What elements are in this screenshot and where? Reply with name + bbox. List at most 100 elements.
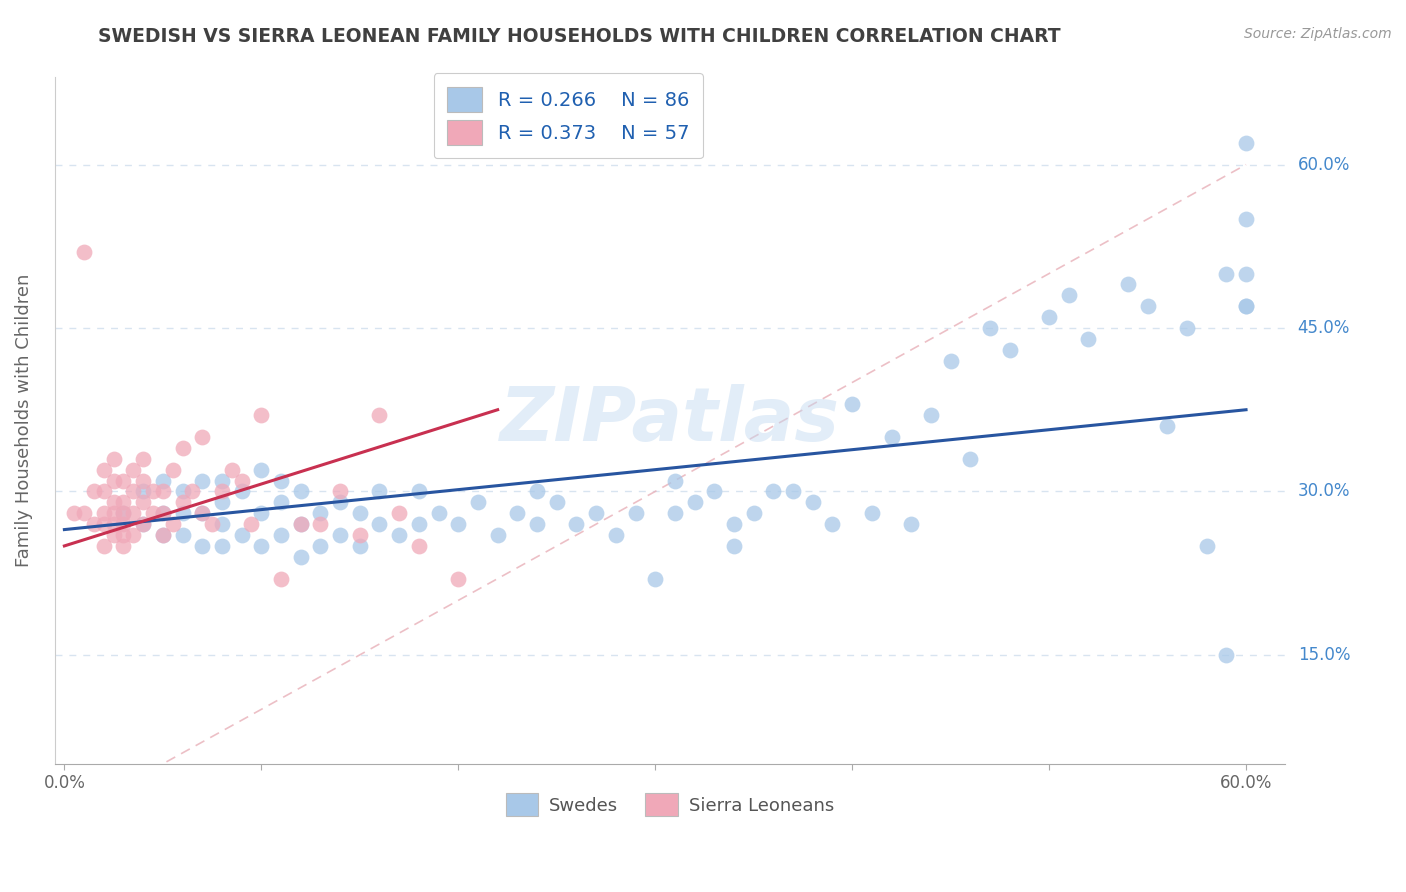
Point bbox=[900, 517, 922, 532]
Point bbox=[132, 517, 155, 532]
Point bbox=[250, 539, 273, 553]
Point bbox=[250, 408, 273, 422]
Point bbox=[860, 506, 883, 520]
Point bbox=[1038, 310, 1060, 325]
Point bbox=[1116, 277, 1139, 292]
Point bbox=[1175, 321, 1198, 335]
Point bbox=[83, 517, 105, 532]
Point bbox=[329, 495, 352, 509]
Point bbox=[103, 517, 125, 532]
Point bbox=[486, 528, 509, 542]
Point bbox=[132, 517, 155, 532]
Point bbox=[250, 463, 273, 477]
Point bbox=[93, 539, 115, 553]
Point bbox=[723, 517, 745, 532]
Point bbox=[112, 539, 135, 553]
Point bbox=[290, 517, 312, 532]
Point bbox=[309, 517, 332, 532]
Point bbox=[309, 506, 332, 520]
Legend: Swedes, Sierra Leoneans: Swedes, Sierra Leoneans bbox=[499, 786, 841, 823]
Point bbox=[408, 484, 430, 499]
Point bbox=[152, 506, 174, 520]
Text: 15.0%: 15.0% bbox=[1298, 646, 1350, 664]
Point bbox=[1234, 299, 1257, 313]
Point bbox=[231, 528, 253, 542]
Point bbox=[1215, 648, 1237, 662]
Point bbox=[762, 484, 785, 499]
Point bbox=[1234, 267, 1257, 281]
Point bbox=[93, 484, 115, 499]
Point bbox=[742, 506, 765, 520]
Point bbox=[162, 463, 184, 477]
Point bbox=[388, 528, 411, 542]
Point bbox=[309, 539, 332, 553]
Point bbox=[112, 528, 135, 542]
Point bbox=[172, 495, 194, 509]
Point bbox=[250, 506, 273, 520]
Point bbox=[211, 474, 233, 488]
Point bbox=[526, 517, 548, 532]
Text: 45.0%: 45.0% bbox=[1298, 319, 1350, 337]
Point bbox=[368, 517, 391, 532]
Point bbox=[221, 463, 243, 477]
Point bbox=[162, 517, 184, 532]
Point bbox=[270, 528, 292, 542]
Point bbox=[152, 528, 174, 542]
Point bbox=[1057, 288, 1080, 302]
Point bbox=[329, 528, 352, 542]
Point bbox=[112, 517, 135, 532]
Point bbox=[132, 451, 155, 466]
Point bbox=[447, 572, 470, 586]
Point bbox=[152, 484, 174, 499]
Point bbox=[172, 528, 194, 542]
Point bbox=[821, 517, 844, 532]
Point bbox=[270, 474, 292, 488]
Point bbox=[546, 495, 568, 509]
Y-axis label: Family Households with Children: Family Households with Children bbox=[15, 274, 32, 567]
Point bbox=[211, 539, 233, 553]
Point bbox=[211, 484, 233, 499]
Point bbox=[290, 549, 312, 564]
Point bbox=[142, 506, 165, 520]
Text: 30.0%: 30.0% bbox=[1298, 483, 1350, 500]
Point bbox=[1136, 299, 1159, 313]
Text: SWEDISH VS SIERRA LEONEAN FAMILY HOUSEHOLDS WITH CHILDREN CORRELATION CHART: SWEDISH VS SIERRA LEONEAN FAMILY HOUSEHO… bbox=[98, 27, 1062, 45]
Point bbox=[388, 506, 411, 520]
Point bbox=[801, 495, 824, 509]
Text: 60.0%: 60.0% bbox=[1298, 155, 1350, 174]
Point bbox=[526, 484, 548, 499]
Point bbox=[408, 517, 430, 532]
Point bbox=[920, 408, 942, 422]
Point bbox=[152, 506, 174, 520]
Point bbox=[467, 495, 489, 509]
Text: Source: ZipAtlas.com: Source: ZipAtlas.com bbox=[1244, 27, 1392, 41]
Point bbox=[103, 451, 125, 466]
Point bbox=[959, 451, 981, 466]
Point bbox=[565, 517, 588, 532]
Point bbox=[211, 495, 233, 509]
Point bbox=[979, 321, 1001, 335]
Point bbox=[132, 495, 155, 509]
Point bbox=[73, 506, 96, 520]
Point bbox=[172, 484, 194, 499]
Point bbox=[172, 506, 194, 520]
Point bbox=[122, 506, 145, 520]
Point bbox=[1195, 539, 1218, 553]
Point bbox=[290, 517, 312, 532]
Point bbox=[83, 484, 105, 499]
Point bbox=[191, 430, 214, 444]
Point bbox=[782, 484, 804, 499]
Point bbox=[1234, 212, 1257, 227]
Point bbox=[103, 495, 125, 509]
Point bbox=[880, 430, 903, 444]
Point bbox=[506, 506, 529, 520]
Point bbox=[329, 484, 352, 499]
Point bbox=[112, 495, 135, 509]
Point bbox=[201, 517, 224, 532]
Point bbox=[368, 408, 391, 422]
Point bbox=[664, 474, 686, 488]
Point bbox=[152, 474, 174, 488]
Point bbox=[112, 506, 135, 520]
Point bbox=[939, 353, 962, 368]
Point bbox=[1234, 136, 1257, 150]
